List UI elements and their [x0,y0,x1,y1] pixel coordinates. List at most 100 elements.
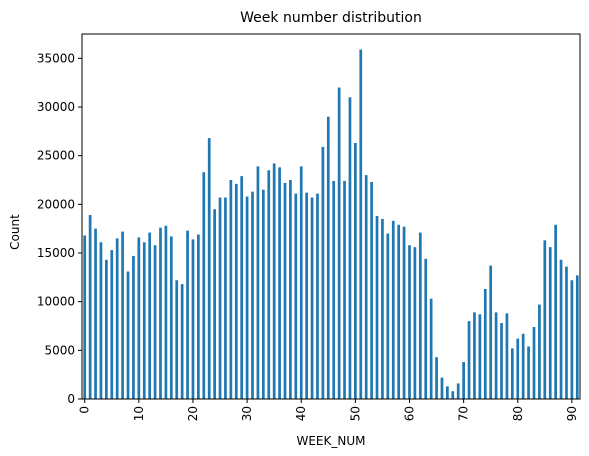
x-tick-label: 50 [348,406,362,421]
bar-week-87 [554,224,557,399]
bar-week-25 [218,197,222,399]
plot-frame [81,33,581,400]
bar-week-83 [532,326,536,399]
bar-week-23 [207,138,211,399]
bar-week-44 [321,146,325,399]
bar-week-42 [310,197,314,399]
bar-week-31 [251,191,254,399]
bar-week-26 [224,197,227,399]
y-tick-label: 25000 [37,149,75,163]
bar-week-50 [354,143,357,399]
bar-week-43 [316,193,319,399]
bar-week-3 [99,242,103,399]
y-tick-label: 0 [67,392,75,406]
bar-week-29 [240,176,244,399]
bar-week-4 [105,259,108,399]
y-tick-label: 5000 [44,343,75,357]
bar-week-65 [435,357,438,399]
bar-week-19 [186,230,189,399]
x-tick-label: 0 [78,406,92,414]
bar-week-69 [456,383,460,399]
x-axis: 0 10 20 30 40 50 60 70 80 90 [78,399,579,421]
bar-week-77 [500,323,503,399]
bar-week-34 [267,170,271,399]
bar-week-75 [489,265,493,399]
bar-week-33 [261,189,265,399]
bar-week-85 [543,240,547,399]
bar-week-16 [169,236,173,399]
bar-week-76 [494,312,498,399]
bar-week-18 [180,284,184,399]
bar-week-66 [440,377,444,399]
bar-week-59 [402,226,406,399]
bar-week-67 [446,386,449,399]
y-tick-label: 10000 [37,295,75,309]
bar-week-8 [126,271,130,399]
bar-week-20 [191,239,195,399]
x-tick-label: 70 [457,406,471,421]
bar-week-49 [348,97,352,400]
bar-week-9 [132,255,135,399]
bar-week-90 [570,280,574,399]
bar-week-41 [305,192,308,399]
bar-week-30 [245,196,249,399]
y-tick-label: 35000 [37,51,75,65]
bar-week-46 [332,180,336,399]
bar-week-39 [294,193,298,399]
bar-week-53 [370,181,373,399]
bar-week-56 [386,233,390,399]
bar-week-89 [565,266,568,399]
y-axis-label: Count [8,214,22,250]
bar-week-27 [229,180,233,399]
x-tick-label: 20 [186,406,200,421]
x-tick-label: 30 [240,406,254,421]
y-tick-label: 30000 [37,100,75,114]
bar-week-10 [137,237,141,399]
bar-week-62 [418,232,422,399]
bar-week-36 [278,167,281,399]
y-axis: 0 5000 10000 15000 20000 25000 30000 35000 [37,51,82,406]
bar-week-72 [473,312,476,399]
x-axis-label: WEEK_NUM [296,434,365,448]
bar-week-80 [516,338,520,399]
bar-week-52 [364,175,368,399]
bar-week-79 [510,348,514,399]
bar-week-74 [483,289,487,399]
bar-week-47 [337,87,341,399]
bar-week-1 [88,215,92,399]
bar-week-64 [429,298,433,399]
bar-week-51 [359,49,363,399]
bar-week-5 [110,250,114,399]
bar-week-88 [559,259,563,399]
bar-week-14 [159,227,162,399]
x-tick-label: 40 [294,406,308,421]
bar-week-91 [575,275,579,399]
x-tick-label: 60 [402,406,416,421]
bar-week-71 [467,321,471,399]
bar-week-58 [397,224,401,399]
bar-week-86 [548,247,552,399]
chart-title: Week number distribution [240,10,422,26]
bar-week-81 [521,333,525,399]
bar-week-37 [283,182,287,399]
bar-week-11 [142,242,146,399]
bar-week-13 [153,245,157,399]
bar-week-38 [289,180,292,399]
bar-week-45 [326,116,330,399]
bars-group [83,49,579,400]
bar-week-22 [202,172,206,399]
bar-week-15 [164,225,168,399]
bar-week-17 [175,280,179,399]
y-tick-label: 20000 [37,197,75,211]
x-tick-label: 80 [511,406,525,421]
bar-week-57 [391,220,395,399]
bar-week-0 [83,235,87,399]
y-tick-label: 15000 [37,246,75,260]
bar-week-68 [451,391,455,399]
bar-week-28 [234,183,238,399]
bar-week-35 [272,163,276,399]
bar-week-73 [478,314,482,399]
bar-week-82 [527,346,530,399]
bar-week-21 [197,234,200,399]
